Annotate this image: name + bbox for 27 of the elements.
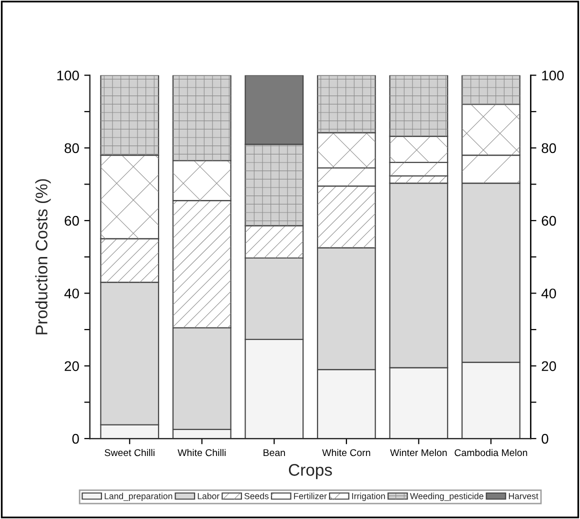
legend-label: Seeds: [244, 492, 269, 500]
x-tick-label: White Corn: [322, 448, 370, 456]
y2-tick-label: 80: [542, 143, 556, 154]
y2-tick-label: 100: [542, 70, 564, 80]
x-axis-title: Crops: [288, 464, 332, 480]
y-axis-title: Production Costs (%): [35, 179, 51, 334]
legend-label: Labor: [198, 492, 220, 500]
y-tick-label: 0: [72, 434, 79, 444]
y2-tick-label: 40: [541, 288, 556, 298]
y-tick-label: 60: [64, 216, 79, 226]
x-tick-label: Winter Melon: [390, 448, 447, 456]
y2-tick-label: 0: [542, 434, 548, 444]
x-tick-label: Bean: [264, 449, 285, 456]
x-tick-label: Sweet Chilli: [104, 448, 154, 456]
x-tick-label: White Chilli: [178, 448, 226, 456]
x-tick-label: Cambodia Melon: [454, 448, 528, 456]
legend-label: Irrigation: [352, 492, 385, 501]
y2-tick-label: 60: [542, 216, 556, 226]
legend-label: Weeding_pesticide: [410, 492, 484, 501]
y2-tick-label: 20: [542, 361, 556, 372]
legend-label: Harvest: [508, 493, 538, 500]
y-tick-label: 100: [57, 70, 79, 80]
y-tick-label: 80: [64, 143, 79, 154]
y-tick-label: 20: [64, 361, 79, 372]
legend-label: Fertilizer: [294, 492, 327, 500]
y-tick-label: 40: [64, 288, 79, 298]
legend-label: Land_preparation: [104, 492, 172, 501]
